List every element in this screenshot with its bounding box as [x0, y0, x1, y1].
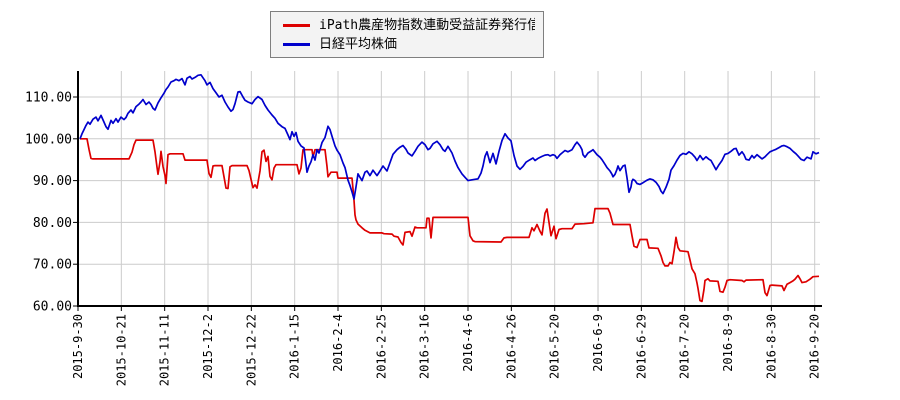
x-tick-label: 2015-10-21 — [114, 314, 128, 386]
x-tick-label: 2016-9-20 — [808, 314, 822, 379]
y-tick-label: 60.00 — [33, 300, 72, 315]
series-lines — [79, 73, 820, 303]
legend-label-nikkei: 日経平均株価 — [319, 37, 398, 52]
x-tick-label: 2016-2-25 — [374, 314, 388, 379]
y-axis-labels: 60.00 70.00 80.00 90.00 100.00 110.00 — [25, 91, 72, 315]
legend-label-ipath: iPath農産物指数連動受益証券発行信託 — [319, 18, 535, 33]
gridlines — [78, 71, 820, 306]
legend: iPath農産物指数連動受益証券発行信託 日経平均株価 — [270, 11, 544, 58]
legend-line-swatch-blue — [283, 43, 310, 46]
x-tick-label: 2016-8-9 — [721, 314, 735, 372]
x-tick-label: 2015-12-22 — [244, 314, 258, 386]
y-tick-label: 70.00 — [33, 258, 72, 273]
x-tick-label: 2015-9-30 — [71, 314, 85, 379]
series-line-ipath-etn — [80, 137, 820, 303]
x-tick-label: 2016-7-20 — [678, 314, 692, 379]
y-tick-label: 100.00 — [25, 132, 72, 147]
x-tick-label: 2015-11-11 — [158, 314, 172, 386]
x-tick-label: 2015-12-2 — [201, 314, 215, 379]
x-tick-label: 2016-3-16 — [418, 314, 432, 379]
legend-item-nikkei: 日経平均株価 — [283, 35, 535, 54]
x-tick-label: 2016-6-9 — [591, 314, 605, 372]
x-tick-label: 2016-8-30 — [764, 314, 778, 379]
y-tick-label: 90.00 — [33, 174, 72, 189]
x-tick-label: 2016-4-6 — [461, 314, 475, 372]
series-line-nikkei — [79, 73, 820, 200]
x-axis-labels: 2015-9-30 2015-10-21 2015-11-11 2015-12-2 20… — [71, 314, 822, 386]
axes — [77, 71, 822, 307]
x-tick-label: 2016-1-15 — [288, 314, 302, 379]
tick-marks — [73, 96, 816, 311]
y-tick-label: 110.00 — [25, 91, 72, 106]
legend-line-swatch-red — [283, 24, 310, 27]
x-tick-label: 2016-5-20 — [548, 314, 562, 379]
legend-item-ipath: iPath農産物指数連動受益証券発行信託 — [283, 16, 535, 35]
x-tick-label: 2016-4-26 — [504, 314, 518, 379]
y-tick-label: 80.00 — [33, 216, 72, 231]
x-tick-label: 2016-2-4 — [331, 314, 345, 372]
x-tick-label: 2016-6-29 — [634, 314, 648, 379]
